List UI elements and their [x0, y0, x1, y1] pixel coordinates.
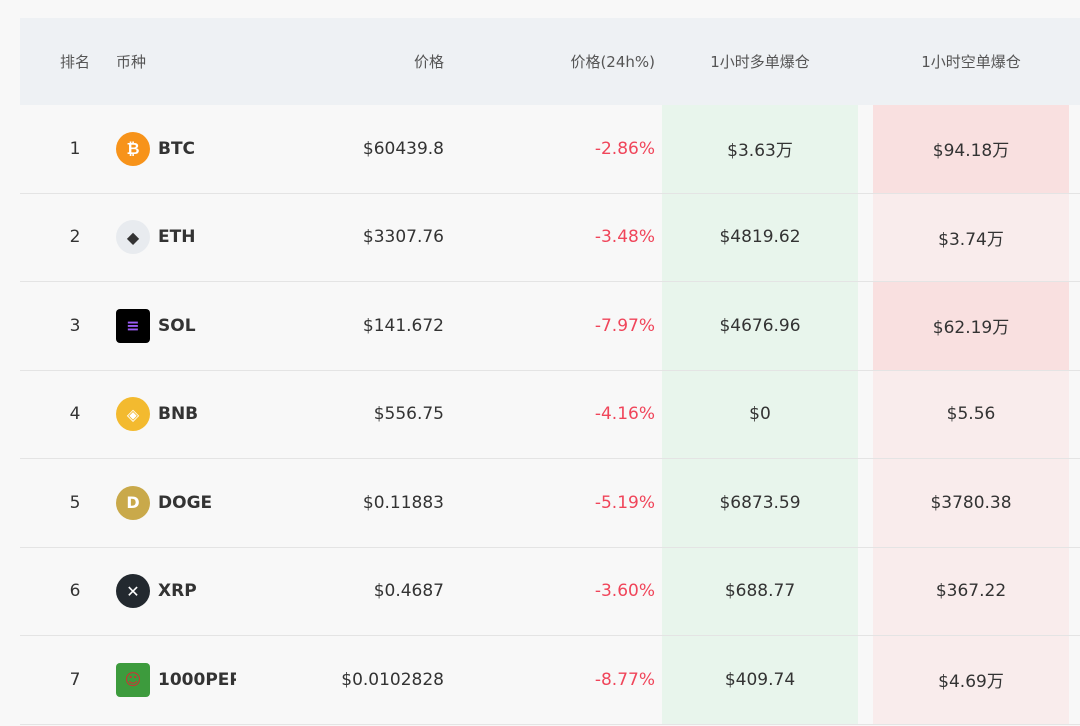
table-row[interactable]: 7 ☺ 1000PEPE $0.0102828 -8.77% $409.74 $… — [20, 636, 1080, 725]
short-liquidation: $94.18万 — [873, 105, 1069, 193]
rank: 4 — [69, 404, 81, 425]
price-change: -8.77% — [594, 669, 655, 690]
coin-symbol: BTC — [158, 138, 196, 159]
coin-symbol: 1000PEPE — [158, 669, 236, 690]
header-rank[interactable]: 排名 — [59, 53, 90, 71]
price-change: -4.16% — [594, 404, 655, 425]
xrp-icon: ✕ — [116, 574, 150, 609]
price: $0.11883 — [362, 492, 444, 513]
table-header: 排名 币种 价格 价格(24h%) 1小时多单爆仓 1小时空单爆仓 — [20, 18, 1080, 105]
coin-cell[interactable]: ☺ 1000PEPE — [116, 636, 236, 724]
price-change: -7.97% — [594, 315, 655, 336]
doge-icon: D — [116, 485, 150, 520]
rank: 6 — [69, 581, 81, 602]
short-liquidation: $4.69万 — [873, 636, 1069, 724]
bitcoin-icon: ₿ — [116, 131, 150, 166]
price-change: -3.60% — [594, 581, 655, 602]
table-row[interactable]: 1 ₿ BTC $60439.8 -2.86% $3.63万 $94.18万 — [20, 105, 1080, 194]
price-change: -2.86% — [594, 138, 655, 159]
long-liquidation: $4819.62 — [662, 193, 858, 281]
rank: 3 — [69, 315, 81, 336]
coin-symbol: DOGE — [158, 492, 213, 513]
coin-cell[interactable]: ✕ XRP — [116, 548, 236, 636]
price-change: -5.19% — [594, 492, 655, 513]
coin-symbol: ETH — [158, 227, 196, 248]
coin-symbol: XRP — [158, 581, 197, 602]
solana-icon: ≡ — [116, 308, 150, 343]
short-liquidation: $3.74万 — [873, 193, 1069, 281]
pepe-icon: ☺ — [116, 662, 150, 697]
liquidation-table: 排名 币种 价格 价格(24h%) 1小时多单爆仓 1小时空单爆仓 1 ₿ BT… — [20, 18, 1080, 725]
header-long-liquidation[interactable]: 1小时多单爆仓 — [710, 53, 810, 71]
long-liquidation: $6873.59 — [662, 459, 858, 547]
rank: 1 — [69, 138, 81, 159]
price: $0.4687 — [373, 581, 444, 602]
long-liquidation: $409.74 — [662, 636, 858, 724]
price-change: -3.48% — [594, 227, 655, 248]
coin-cell[interactable]: ◆ ETH — [116, 194, 236, 282]
coin-symbol: BNB — [158, 404, 199, 425]
long-liquidation: $0 — [662, 370, 858, 458]
long-liquidation: $688.77 — [662, 547, 858, 635]
table-row[interactable]: 3 ≡ SOL $141.672 -7.97% $4676.96 $62.19万 — [20, 282, 1080, 371]
rank: 7 — [69, 669, 81, 690]
price: $0.0102828 — [341, 669, 444, 690]
long-liquidation: $4676.96 — [662, 282, 858, 370]
price: $3307.76 — [362, 227, 444, 248]
coin-symbol: SOL — [158, 315, 196, 336]
price: $141.672 — [362, 315, 444, 336]
ethereum-icon: ◆ — [116, 220, 150, 255]
header-change[interactable]: 价格(24h%) — [570, 53, 655, 71]
header-price[interactable]: 价格 — [413, 53, 444, 71]
header-short-liquidation[interactable]: 1小时空单爆仓 — [921, 53, 1021, 71]
price: $556.75 — [373, 404, 444, 425]
long-liquidation: $3.63万 — [662, 105, 858, 193]
coin-cell[interactable]: D DOGE — [116, 459, 236, 547]
rank: 5 — [69, 492, 81, 513]
coin-cell[interactable]: ◈ BNB — [116, 371, 236, 459]
coin-cell[interactable]: ₿ BTC — [116, 105, 236, 193]
table-row[interactable]: 2 ◆ ETH $3307.76 -3.48% $4819.62 $3.74万 — [20, 193, 1080, 282]
table-row[interactable]: 6 ✕ XRP $0.4687 -3.60% $688.77 $367.22 — [20, 547, 1080, 636]
short-liquidation: $5.56 — [873, 370, 1069, 458]
table-row[interactable]: 4 ◈ BNB $556.75 -4.16% $0 $5.56 — [20, 370, 1080, 459]
bnb-icon: ◈ — [116, 397, 150, 432]
coin-cell[interactable]: ≡ SOL — [116, 282, 236, 370]
short-liquidation: $367.22 — [873, 547, 1069, 635]
table-row[interactable]: 5 D DOGE $0.11883 -5.19% $6873.59 $3780.… — [20, 459, 1080, 548]
short-liquidation: $62.19万 — [873, 282, 1069, 370]
price: $60439.8 — [362, 138, 444, 159]
rank: 2 — [69, 227, 81, 248]
short-liquidation: $3780.38 — [873, 459, 1069, 547]
header-coin[interactable]: 币种 — [116, 53, 147, 71]
